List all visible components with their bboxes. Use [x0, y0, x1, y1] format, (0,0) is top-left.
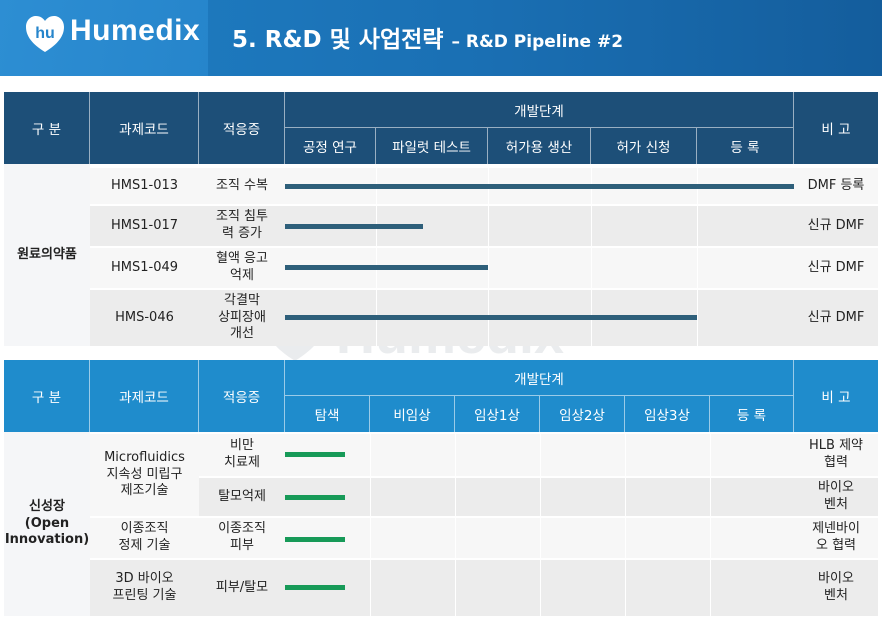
merged-code-cell [90, 434, 199, 516]
stage-divider [370, 432, 371, 616]
stage-header: 임상3상 [625, 396, 710, 432]
slide-header: hu Humedix 5. R&D 및 사업전략 – R&D Pipeline #… [0, 0, 882, 76]
indication: 혈액 응고 억제 [216, 251, 268, 283]
indication: 조직 침투 력 증가 [216, 209, 268, 241]
table-row [90, 434, 878, 476]
progress-bar [285, 537, 345, 542]
stage-header: 허가용 생산 [488, 128, 591, 164]
progress-bar [285, 184, 794, 189]
humedix-logo-icon: hu [26, 16, 64, 52]
header-code: 과제코드 [90, 360, 199, 432]
brand-name: Humedix [70, 14, 201, 47]
stage-header: 임상2상 [540, 396, 625, 432]
table-row [90, 560, 878, 616]
stage-header: 탐색 [285, 396, 370, 432]
header-category: 구 분 [4, 92, 90, 164]
progress-bar [285, 585, 345, 590]
note: HLB 제약 협력 [809, 438, 863, 470]
stage-divider [455, 432, 456, 616]
pipeline-table-api: 구 분 과제코드 적응증 개발단계 비 고 공정 연구 파일럿 테스트 허가용 … [4, 92, 878, 346]
indication: 조직 수복 [216, 177, 268, 193]
project-code: Microfluidics 지속성 미립구 제조기술 [104, 449, 185, 499]
stage-divider [376, 164, 377, 346]
category-label: 원료의약품 [4, 164, 90, 346]
header-indication: 적응증 [199, 360, 285, 432]
stage-header: 등 록 [710, 396, 794, 432]
stage-divider [540, 432, 541, 616]
indication: 비만 치료제 [224, 438, 260, 470]
note: 신규 DMF [807, 217, 865, 233]
note: 신규 DMF [807, 309, 865, 325]
project-code: 이종조직 정제 기술 [118, 521, 171, 553]
table-row [90, 206, 878, 246]
project-code: HMS1-017 [110, 217, 179, 233]
pipeline-table-open-innovation: 구 분 과제코드 적응증 개발단계 비 고 탐색 비임상 임상1상 임상2상 임… [4, 360, 878, 616]
project-code: 3D 바이오 프린팅 기술 [112, 571, 177, 603]
table-row [90, 518, 878, 558]
header-note: 비 고 [794, 92, 878, 164]
table-row [90, 478, 878, 516]
project-code: HMS1-013 [110, 177, 179, 193]
logo-area: hu Humedix [0, 0, 208, 76]
indication: 피부/탈모 [215, 579, 269, 595]
stage-divider [710, 432, 711, 616]
page-subtitle: – R&D Pipeline #2 [451, 32, 624, 52]
indication: 이종조직 피부 [218, 521, 266, 553]
header-indication: 적응증 [199, 92, 285, 164]
header-dev-stages: 개발단계 [285, 360, 794, 396]
stage-divider [625, 432, 626, 616]
project-code: HMS1-049 [110, 259, 179, 275]
progress-bar [285, 452, 345, 457]
stage-header: 비임상 [370, 396, 455, 432]
stage-header: 파일럿 테스트 [376, 128, 488, 164]
header-category: 구 분 [4, 360, 90, 432]
category-label: 신성장 (Open Innovation) [4, 432, 90, 616]
stage-header: 허가 신청 [591, 128, 697, 164]
page-title: 5. R&D 및 사업전략 – R&D Pipeline #2 [232, 20, 623, 54]
stage-divider [591, 164, 592, 346]
project-code: HMS-046 [115, 309, 174, 325]
progress-bar [285, 265, 488, 270]
note: 바이오 벤처 [818, 571, 854, 603]
svg-text:hu: hu [35, 25, 55, 42]
header-code: 과제코드 [90, 92, 199, 164]
stage-divider [488, 164, 489, 346]
page-title-main: 5. R&D 및 사업전략 [232, 27, 444, 53]
stage-header: 등 록 [697, 128, 794, 164]
indication: 탈모억제 [218, 488, 266, 504]
note: 바이오 벤처 [818, 480, 854, 512]
stage-divider [697, 164, 698, 346]
stage-header: 임상1상 [455, 396, 540, 432]
header-dev-stages: 개발단계 [285, 92, 794, 128]
progress-bar [285, 224, 424, 229]
indication: 각결막 상피장애 개선 [218, 292, 266, 342]
progress-bar [285, 315, 697, 320]
progress-bar [285, 495, 345, 500]
note: DMF 등록 [807, 177, 865, 193]
stage-header: 공정 연구 [285, 128, 376, 164]
note: 제넨바이 오 협력 [812, 521, 860, 553]
note: 신규 DMF [807, 259, 865, 275]
header-note: 비 고 [794, 360, 878, 432]
